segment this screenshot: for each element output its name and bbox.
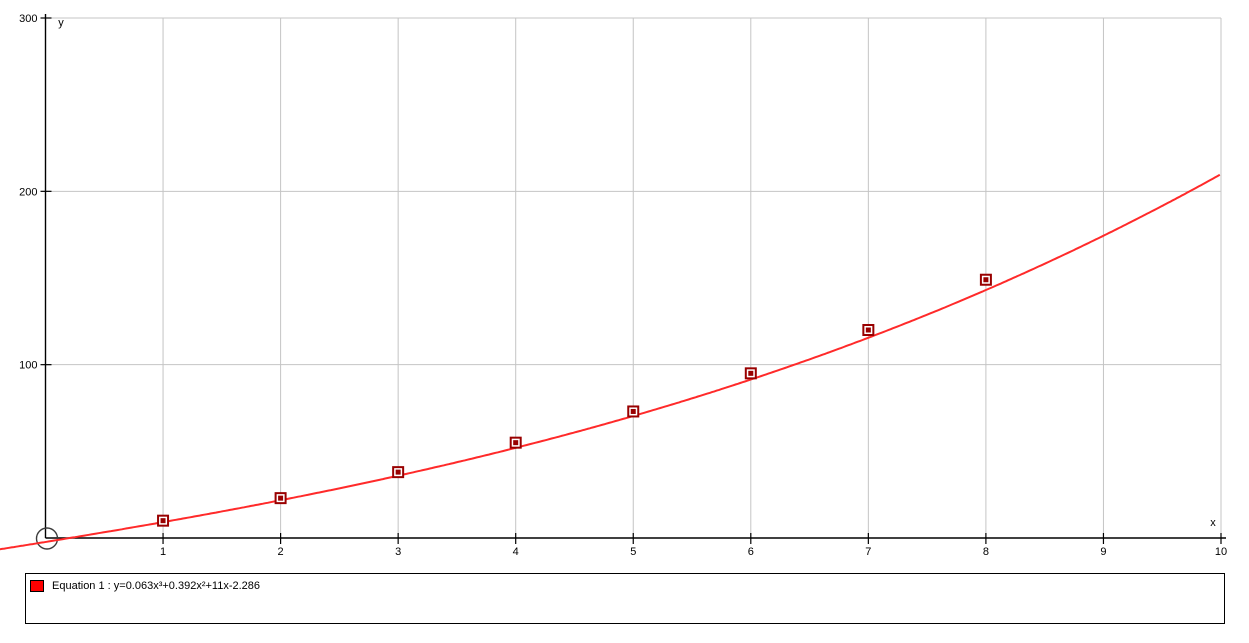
x-axis-label: x: [1210, 517, 1216, 529]
data-point-marker-core: [983, 277, 989, 283]
data-point-marker-core: [865, 327, 871, 333]
x-tick-label: 8: [983, 546, 989, 558]
legend-entry-label: Equation 1 : y=0.063x³+0.392x²+11x-2.286: [52, 580, 261, 592]
data-point-marker-core: [395, 469, 401, 475]
data-point-marker-core: [513, 440, 519, 446]
legend-box[interactable]: Equation 1 : y=0.063x³+0.392x²+11x-2.286: [25, 573, 1225, 624]
x-tick-label: 7: [865, 546, 871, 558]
x-tick-label: 9: [1100, 546, 1106, 558]
x-tick-label: 6: [748, 546, 754, 558]
y-tick-label: 200: [19, 186, 37, 198]
data-point-marker-core: [278, 495, 284, 501]
x-tick-label: 3: [395, 546, 401, 558]
y-axis-label: y: [58, 17, 64, 29]
y-tick-label: 300: [19, 13, 37, 25]
data-point-marker-core: [160, 518, 166, 524]
x-tick-label: 10: [1215, 546, 1227, 558]
data-point-marker-core: [748, 370, 754, 376]
x-tick-label: 5: [630, 546, 636, 558]
legend-swatch-icon: [30, 580, 44, 592]
trend-curve[interactable]: [0, 173, 1221, 551]
x-tick-label: 4: [513, 546, 519, 558]
data-point-marker-core: [630, 408, 636, 414]
legend-entry[interactable]: Equation 1 : y=0.063x³+0.392x²+11x-2.286: [26, 574, 1224, 592]
y-tick-label: 100: [19, 360, 37, 372]
x-tick-label: 2: [278, 546, 284, 558]
origin-circle-icon: [35, 527, 59, 550]
x-tick-label: 1: [160, 546, 166, 558]
